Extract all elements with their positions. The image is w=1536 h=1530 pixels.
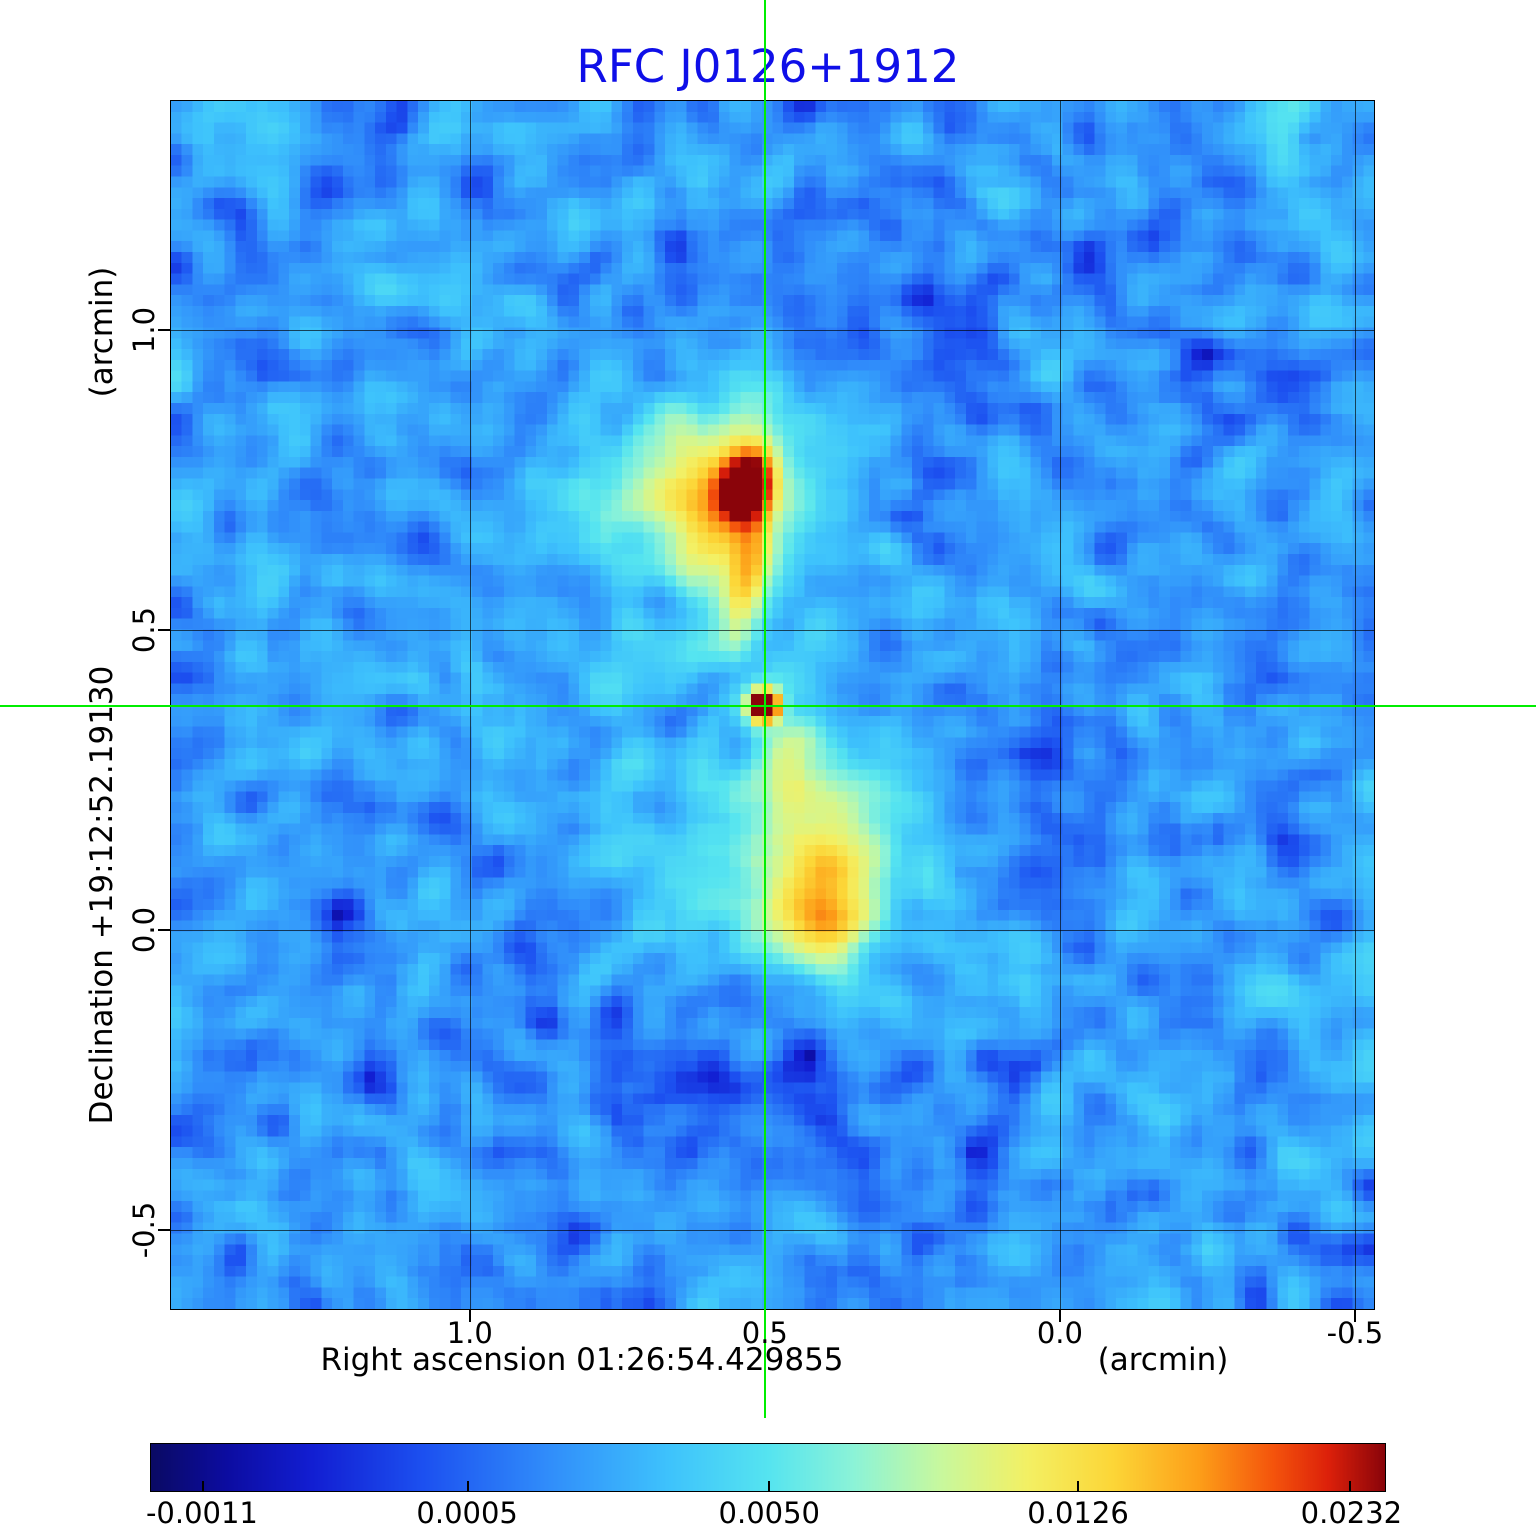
crosshair-horizontal-line [0, 704, 1536, 707]
colorbar-tick-label: 0.0232 [1300, 1496, 1403, 1530]
colorbar-tick-label: 0.0050 [718, 1496, 821, 1530]
grid-line-horizontal [171, 330, 1374, 332]
colorbar-gradient-canvas [151, 1444, 1385, 1491]
x-axis-tick-mark [1058, 1310, 1061, 1322]
colorbar-tick-label: 0.0126 [1027, 1496, 1129, 1530]
x-axis-label: Right ascension 01:26:54.429855 [320, 1342, 844, 1378]
y-tick-label: -0.5 [127, 1201, 161, 1258]
colorbar-tick-label: 0.0005 [416, 1496, 518, 1530]
y-tick-label: 0.5 [127, 606, 161, 653]
x-axis-unit-label: (arcmin) [1097, 1342, 1229, 1378]
x-tick-label: -0.5 [1326, 1316, 1384, 1350]
plot-title: RFC J0126+1912 [576, 40, 960, 93]
y-axis-label: Declination +19:12:52.19130 [84, 665, 120, 1125]
colorbar-tick-mark [1349, 1481, 1352, 1491]
colorbar-tick-mark [1076, 1481, 1079, 1491]
colorbar-tick-mark [466, 1481, 469, 1491]
y-axis-unit-label: (arcmin) [84, 266, 120, 398]
grid-line-horizontal [171, 1230, 1374, 1232]
x-axis-tick-mark [468, 1310, 471, 1322]
y-axis-tick-mark [158, 328, 170, 331]
colorbar-tick-mark [201, 1481, 204, 1491]
y-axis-tick-mark [158, 1228, 170, 1231]
colorbar-tick-label: -0.0011 [145, 1496, 258, 1530]
y-axis-tick-mark [158, 628, 170, 631]
y-tick-label: 1.0 [127, 306, 161, 353]
y-tick-label: 0.0 [127, 906, 161, 953]
crosshair-vertical-line [763, 0, 766, 1418]
x-tick-label: 1.0 [446, 1316, 493, 1350]
x-tick-label: 0.0 [1036, 1316, 1083, 1350]
colorbar-tick-mark [768, 1481, 771, 1491]
grid-line-horizontal [171, 930, 1374, 932]
colorbar [150, 1443, 1386, 1492]
grid-line-horizontal [171, 630, 1374, 632]
x-axis-tick-mark [1353, 1310, 1356, 1322]
y-axis-tick-mark [158, 928, 170, 931]
x-tick-label: 0.5 [741, 1316, 788, 1350]
